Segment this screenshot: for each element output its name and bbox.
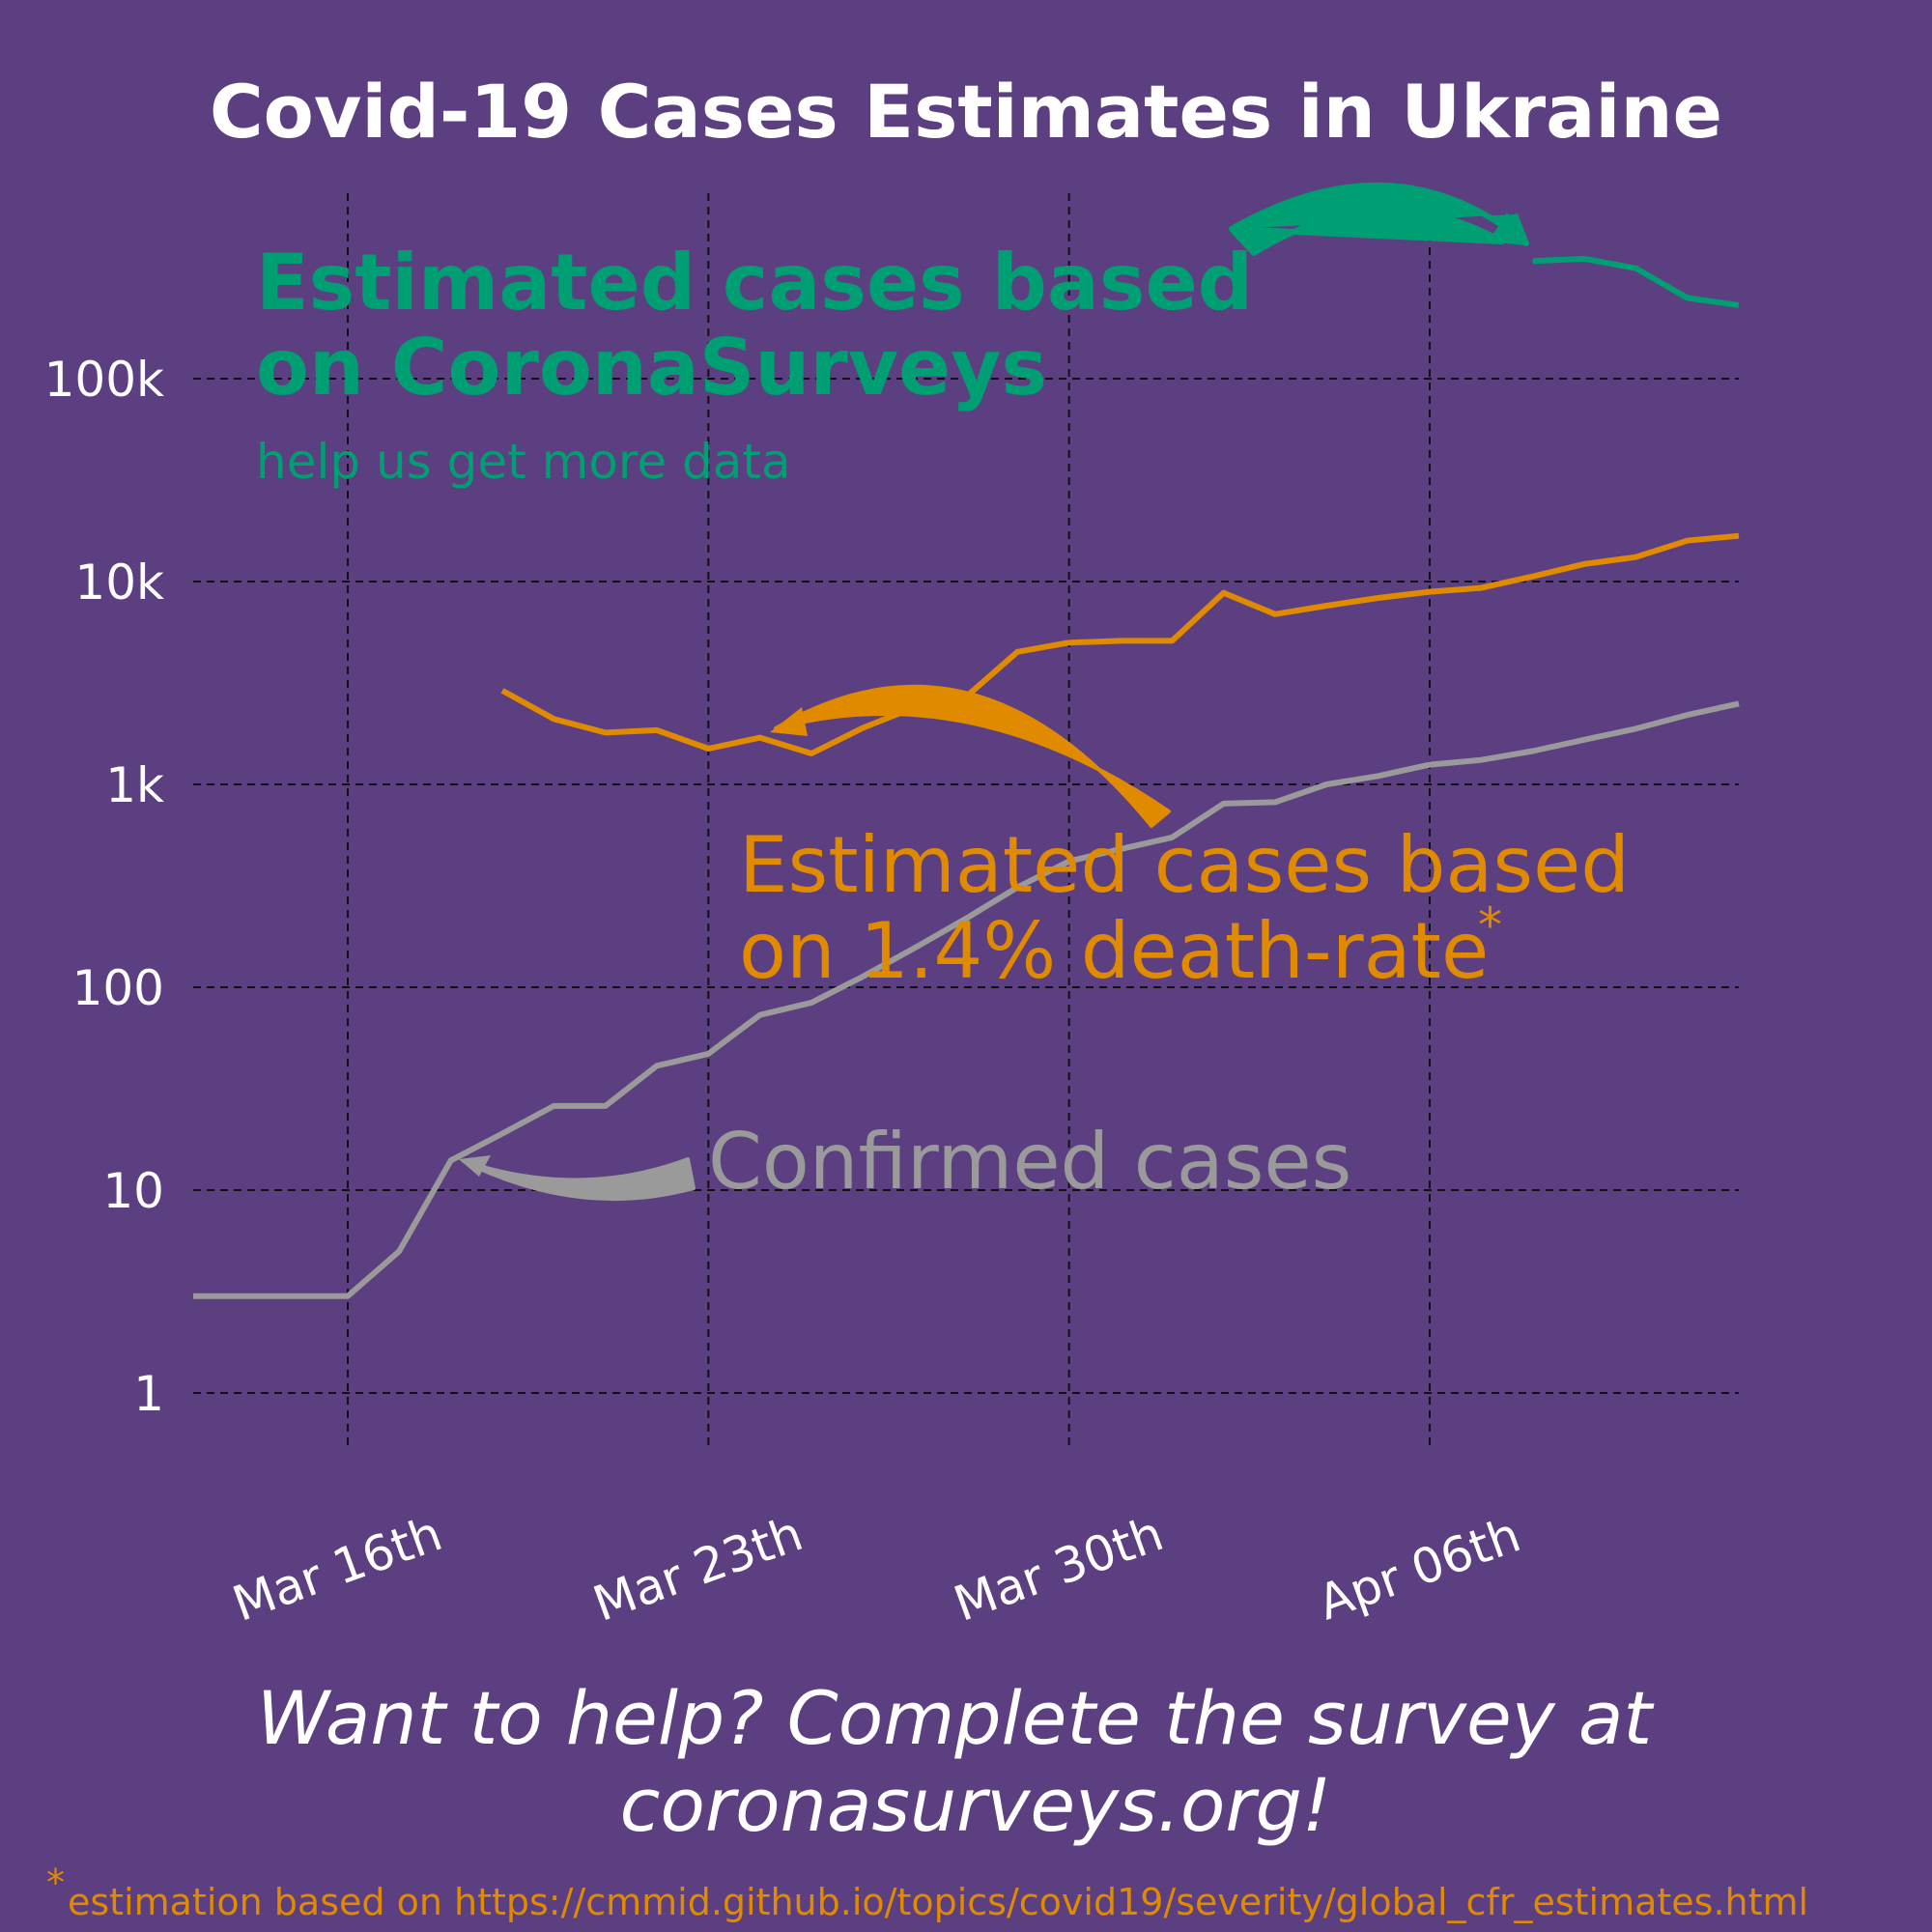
y-tick-label: 10k bbox=[74, 554, 164, 611]
x-tick-label: Mar 23th bbox=[586, 1505, 810, 1633]
y-tick-label: 100 bbox=[72, 960, 164, 1016]
confirmed-arrow bbox=[462, 1157, 696, 1202]
series-line-0 bbox=[193, 700, 1740, 1299]
deaths-annotation-line1: Estimated cases based bbox=[739, 820, 1630, 910]
series-line-2 bbox=[1532, 255, 1740, 308]
y-tick-label: 10 bbox=[102, 1163, 164, 1219]
deaths-annotation-asterisk: * bbox=[1478, 897, 1502, 953]
y-axis-ticks: 1 10 100 1k 10k 100k bbox=[44, 352, 164, 1422]
footnote: estimation based on https://cmmid.github… bbox=[68, 1881, 1808, 1923]
surveys-annotation-line2: on CoronaSurveys bbox=[256, 323, 1047, 412]
confirmed-arrowhead bbox=[459, 1155, 491, 1177]
surveys-annotation-subtitle: help us get more data bbox=[256, 434, 791, 490]
surveys-arrow bbox=[1229, 183, 1529, 256]
deaths-arrowhead bbox=[770, 707, 808, 736]
surveys-annotation-line1: Estimated cases based bbox=[256, 238, 1253, 327]
deaths-arrow bbox=[774, 684, 1171, 828]
chart-title: Covid-19 Cases Estimates in Ukraine bbox=[210, 69, 1722, 155]
series-line-1 bbox=[500, 532, 1740, 756]
x-tick-label: Mar 16th bbox=[225, 1505, 448, 1633]
confirmed-annotation: Confirmed cases bbox=[708, 1117, 1351, 1207]
x-tick-label: Mar 30th bbox=[947, 1505, 1170, 1633]
cta-line1: Want to help? Complete the survey at bbox=[257, 1675, 1656, 1761]
cta-line2: coronasurveys.org! bbox=[620, 1762, 1332, 1848]
surveys-arrowhead bbox=[1489, 213, 1524, 245]
grid bbox=[193, 193, 1739, 1449]
x-tick-label: Apr 06th bbox=[1311, 1507, 1527, 1632]
footnote-asterisk: * bbox=[46, 1861, 65, 1904]
x-axis-ticks: Mar 16th Mar 23th Mar 30th Apr 06th bbox=[225, 1505, 1527, 1633]
y-tick-label: 1 bbox=[133, 1366, 164, 1422]
deaths-annotation-line2: on 1.4% death-rate bbox=[739, 906, 1489, 996]
y-tick-label: 1k bbox=[105, 757, 164, 813]
series-lines bbox=[193, 255, 1740, 1299]
y-tick-label: 100k bbox=[44, 352, 164, 408]
